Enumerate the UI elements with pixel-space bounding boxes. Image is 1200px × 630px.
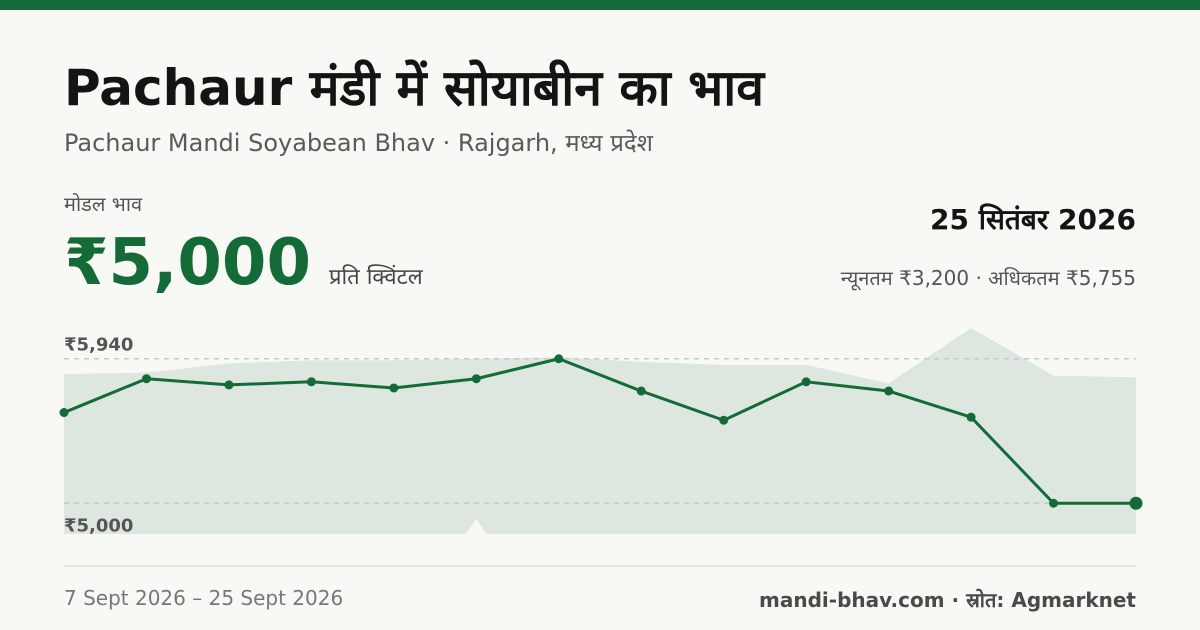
data-point <box>59 408 69 418</box>
reference-line-label: ₹5,000 <box>64 515 133 536</box>
modal-price-row: ₹5,000 प्रति क्विंटल <box>64 226 423 300</box>
reference-line-label: ₹5,940 <box>64 335 133 356</box>
data-point <box>141 374 151 384</box>
data-point <box>966 412 976 422</box>
page-title: Pachaur मंडी में सोयाबीन का भाव <box>64 59 765 117</box>
data-point <box>1049 498 1059 508</box>
price-unit: प्रति क्विंटल <box>328 265 423 290</box>
series-line <box>63 357 1136 505</box>
data-point <box>224 380 234 390</box>
data-point <box>719 415 729 425</box>
min-max-band <box>64 328 1136 534</box>
modal-price-value: ₹5,000 <box>64 226 311 300</box>
min-max-range: न्यूनतम ₹3,200 · अधिकतम ₹5,755 <box>840 266 1136 290</box>
footer-divider <box>64 565 1136 567</box>
data-point <box>306 377 316 387</box>
data-point <box>389 383 399 393</box>
price-date: 25 सितंबर 2026 <box>930 203 1136 236</box>
data-point <box>554 354 564 364</box>
data-point <box>801 377 811 387</box>
data-point-latest <box>1129 496 1143 510</box>
data-point <box>884 386 894 396</box>
data-point <box>471 374 481 384</box>
page-subtitle: Pachaur Mandi Soyabean Bhav · Rajgarh, म… <box>64 129 653 157</box>
modal-price-label: मोडल भाव <box>64 192 143 216</box>
top-accent-bar <box>0 0 1200 10</box>
footer-date-range: 7 Sept 2026 – 25 Sept 2026 <box>64 586 344 610</box>
footer-source: mandi-bhav.com · स्रोत: Agmarknet <box>759 588 1136 612</box>
data-point <box>636 386 646 396</box>
